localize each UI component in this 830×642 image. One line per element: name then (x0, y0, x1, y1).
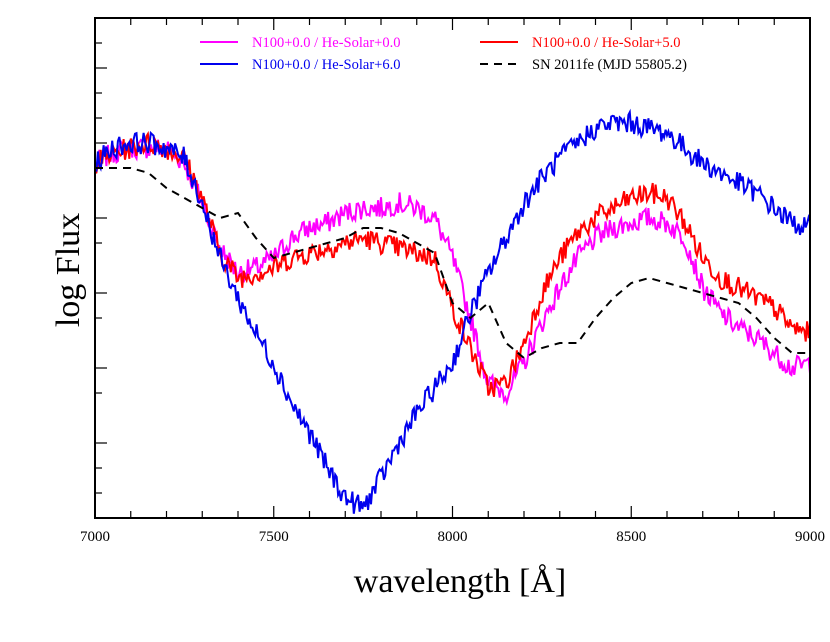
x-tick-label: 7000 (80, 529, 110, 545)
series-line-3 (95, 108, 810, 514)
ticks-layer (94, 18, 811, 518)
legend-label-4: SN 2011fe (MJD 55805.2) (532, 57, 687, 73)
x-tick-label: 7500 (259, 529, 289, 545)
x-axis-title: wavelength [Å] (354, 563, 566, 600)
legend-label-1: N100+0.0 / He-Solar+0.0 (252, 35, 400, 51)
x-tick-label: 8000 (438, 529, 468, 545)
legend-label-2: N100+0.0 / He-Solar+5.0 (532, 35, 680, 51)
x-tick-labels: 7000 7500 8000 8500 9000 (80, 529, 825, 545)
plot-frame (94, 17, 811, 519)
legend-label-3: N100+0.0 / He-Solar+6.0 (252, 57, 400, 73)
series-line-4 (95, 167, 810, 360)
x-tick-label: 8500 (616, 529, 646, 545)
y-axis-title: log Flux (50, 213, 87, 327)
series-line-2 (95, 130, 810, 398)
plot-area (94, 17, 811, 519)
legend: N100+0.0 / He-Solar+0.0 N100+0.0 / He-Sol… (200, 35, 687, 73)
x-tick-label: 9000 (795, 529, 825, 545)
series-layer (95, 108, 810, 514)
